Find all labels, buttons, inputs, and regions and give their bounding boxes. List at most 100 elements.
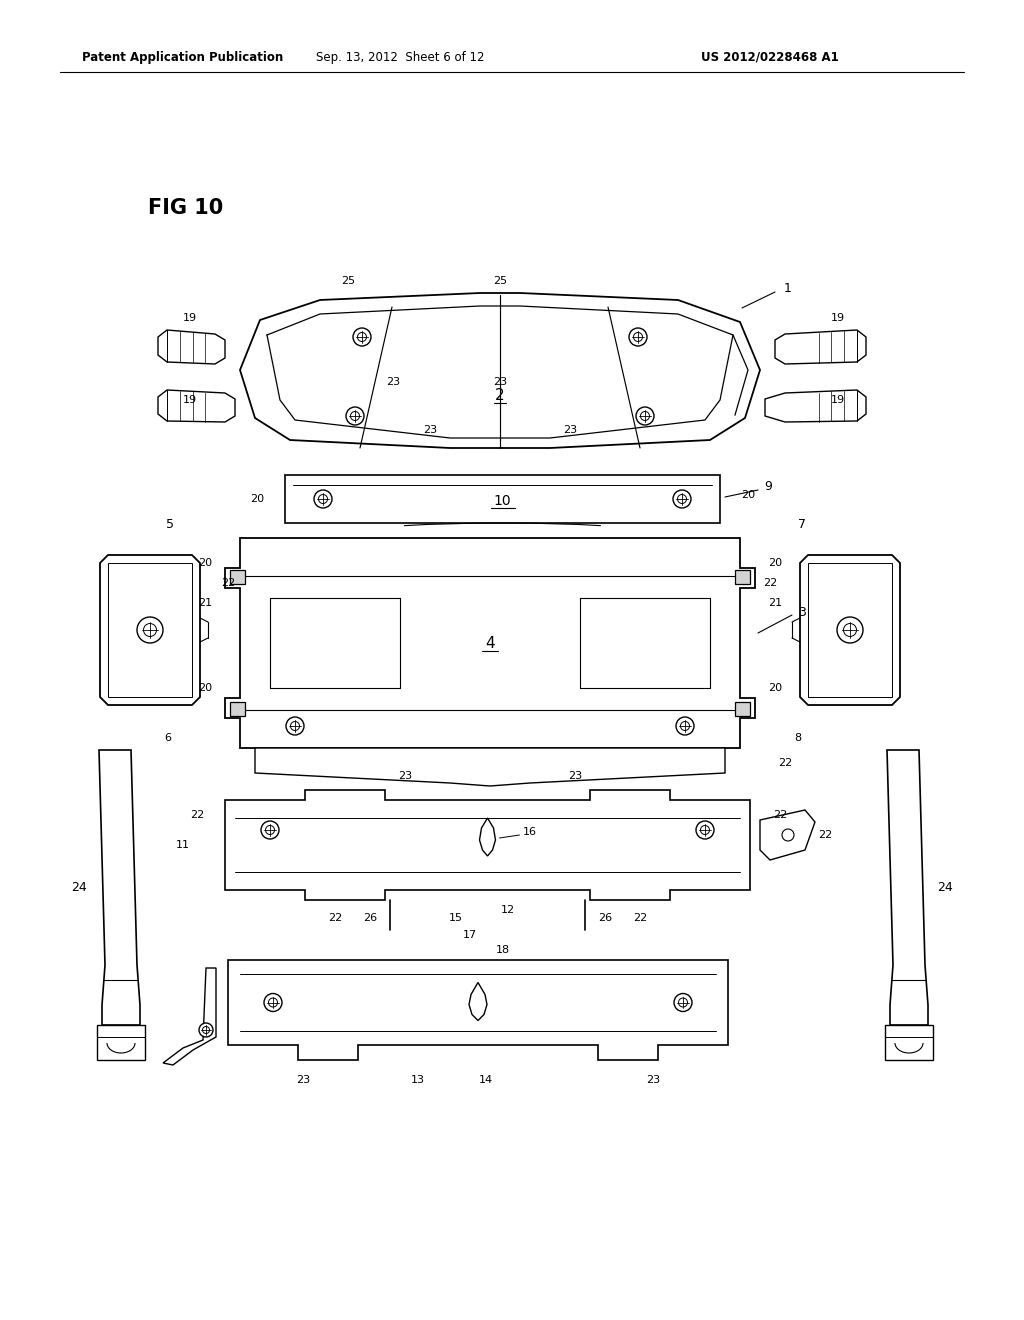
Text: 22: 22 — [818, 830, 833, 840]
Text: 22: 22 — [773, 810, 787, 820]
Bar — [285, 475, 720, 523]
Text: 7: 7 — [798, 517, 806, 531]
Circle shape — [265, 825, 274, 834]
Text: 26: 26 — [362, 913, 377, 923]
Circle shape — [264, 994, 282, 1011]
Text: 4: 4 — [485, 635, 495, 651]
Text: Patent Application Publication: Patent Application Publication — [82, 50, 284, 63]
Circle shape — [203, 1027, 210, 1034]
Polygon shape — [158, 389, 234, 422]
Text: 21: 21 — [198, 598, 212, 609]
Circle shape — [634, 333, 642, 342]
Circle shape — [286, 717, 304, 735]
Polygon shape — [887, 750, 928, 1026]
Text: 19: 19 — [830, 395, 845, 405]
Circle shape — [353, 327, 371, 346]
Text: 12: 12 — [501, 906, 515, 915]
Polygon shape — [800, 554, 900, 705]
Text: 20: 20 — [198, 682, 212, 693]
Text: 3: 3 — [798, 606, 806, 619]
Circle shape — [700, 825, 710, 834]
Polygon shape — [775, 330, 866, 364]
Text: 23: 23 — [296, 1074, 310, 1085]
Circle shape — [268, 998, 278, 1007]
Text: 22: 22 — [778, 758, 793, 768]
Text: 19: 19 — [830, 313, 845, 323]
Circle shape — [350, 412, 359, 421]
Text: FIG 10: FIG 10 — [148, 198, 223, 218]
Text: 24: 24 — [71, 880, 87, 894]
Text: 22: 22 — [633, 913, 647, 923]
Text: 11: 11 — [176, 840, 190, 850]
Circle shape — [357, 333, 367, 342]
Text: 22: 22 — [328, 913, 342, 923]
Circle shape — [837, 616, 863, 643]
Text: 2: 2 — [496, 388, 505, 403]
Polygon shape — [479, 818, 496, 855]
Bar — [230, 570, 245, 583]
Polygon shape — [100, 554, 200, 705]
Text: 24: 24 — [937, 880, 953, 894]
Text: 18: 18 — [496, 945, 510, 954]
Bar — [97, 1026, 145, 1060]
Circle shape — [137, 616, 163, 643]
Circle shape — [844, 623, 856, 636]
Text: 22: 22 — [763, 578, 777, 587]
Text: 16: 16 — [522, 828, 537, 837]
Text: 10: 10 — [494, 494, 511, 508]
Text: 17: 17 — [463, 931, 476, 940]
Polygon shape — [760, 810, 815, 861]
Text: 20: 20 — [768, 682, 782, 693]
Circle shape — [676, 717, 694, 735]
Circle shape — [782, 829, 794, 841]
Text: 23: 23 — [423, 425, 437, 436]
Text: 23: 23 — [493, 378, 507, 387]
Circle shape — [636, 407, 654, 425]
Circle shape — [261, 821, 279, 840]
Polygon shape — [469, 982, 487, 1020]
Text: 22: 22 — [221, 578, 236, 587]
Polygon shape — [255, 748, 725, 785]
Text: 9: 9 — [764, 480, 772, 494]
Circle shape — [681, 722, 689, 730]
Circle shape — [640, 412, 649, 421]
Circle shape — [696, 821, 714, 840]
Circle shape — [318, 495, 328, 503]
Polygon shape — [225, 789, 750, 900]
Text: 22: 22 — [189, 810, 204, 820]
Circle shape — [673, 490, 691, 508]
Circle shape — [629, 327, 647, 346]
Text: 25: 25 — [341, 276, 355, 286]
Bar — [885, 1026, 933, 1060]
Text: 6: 6 — [165, 733, 171, 743]
Polygon shape — [228, 960, 728, 1060]
Text: 19: 19 — [183, 395, 197, 405]
Polygon shape — [99, 750, 140, 1026]
Text: 14: 14 — [479, 1074, 494, 1085]
Text: 20: 20 — [198, 558, 212, 568]
Text: 8: 8 — [795, 733, 802, 743]
Text: 23: 23 — [398, 771, 412, 781]
Circle shape — [314, 490, 332, 508]
Text: Sep. 13, 2012  Sheet 6 of 12: Sep. 13, 2012 Sheet 6 of 12 — [315, 50, 484, 63]
Bar — [230, 702, 245, 715]
Bar — [735, 702, 750, 715]
Circle shape — [143, 623, 157, 636]
Circle shape — [346, 407, 364, 425]
Text: 20: 20 — [741, 490, 755, 500]
Circle shape — [291, 722, 299, 730]
Text: 26: 26 — [598, 913, 612, 923]
Text: 19: 19 — [183, 313, 197, 323]
Text: 23: 23 — [386, 378, 400, 387]
Text: 25: 25 — [493, 276, 507, 286]
Circle shape — [674, 994, 692, 1011]
Text: 23: 23 — [563, 425, 578, 436]
Text: 20: 20 — [250, 494, 264, 504]
Text: 13: 13 — [411, 1074, 425, 1085]
Circle shape — [678, 495, 686, 503]
Polygon shape — [225, 539, 755, 748]
Polygon shape — [765, 389, 866, 422]
Polygon shape — [158, 330, 225, 364]
Text: 20: 20 — [768, 558, 782, 568]
Circle shape — [679, 998, 687, 1007]
